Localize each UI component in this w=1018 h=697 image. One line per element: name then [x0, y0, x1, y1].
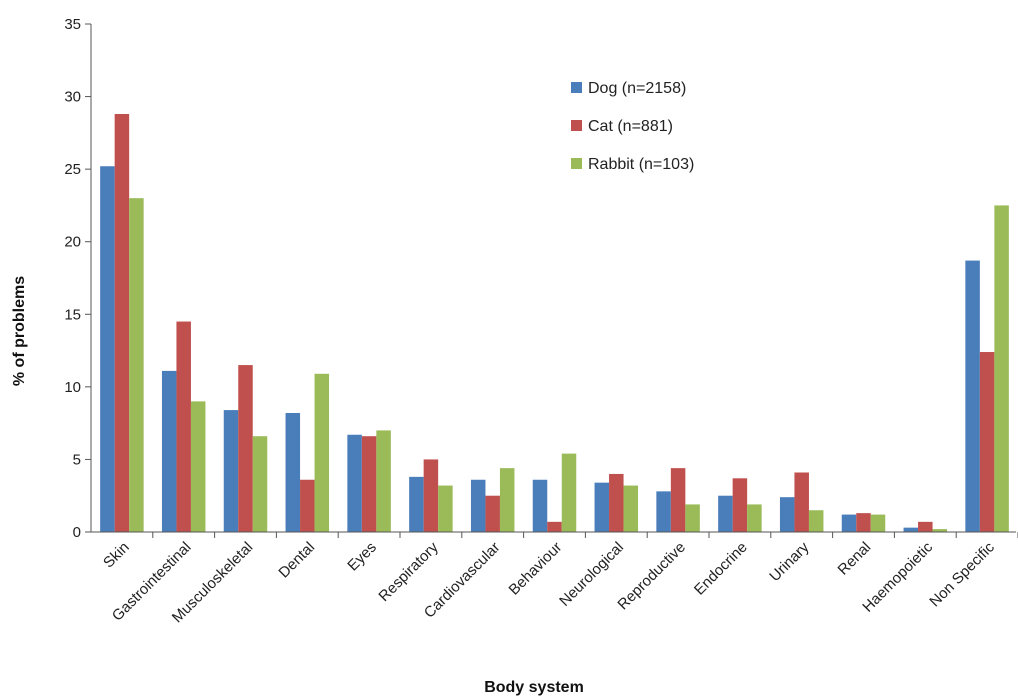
- legend-swatch: [571, 158, 582, 169]
- bar-cat-renal: [856, 513, 871, 532]
- bar-dog-reproductive: [656, 491, 671, 532]
- legend-swatch: [571, 120, 582, 131]
- bar-rabbit-non-specific: [994, 205, 1009, 532]
- bar-cat-cardiovascular: [485, 495, 500, 532]
- bar-cat-urinary: [794, 472, 809, 532]
- y-tick-label: 5: [73, 451, 81, 468]
- bar-dog-eyes: [347, 434, 362, 532]
- bar-dog-respiratory: [409, 476, 424, 532]
- bar-rabbit-respiratory: [438, 485, 453, 532]
- bar-cat-behaviour: [547, 521, 562, 532]
- bar-dog-behaviour: [532, 479, 548, 532]
- bar-cat-musculoskeletal: [238, 365, 253, 532]
- y-tick-label: 30: [64, 89, 81, 106]
- bar-cat-gastrointestinal: [176, 321, 191, 532]
- bar-cat-skin: [114, 113, 130, 533]
- bar-rabbit-endocrine: [747, 504, 762, 532]
- bars: [100, 113, 1018, 538]
- bar-dog-cardiovascular: [470, 479, 486, 532]
- y-tick-label: 10: [64, 379, 81, 396]
- y-tick-label: 35: [64, 16, 81, 33]
- bar-dog-haemopoietic: [903, 527, 919, 532]
- bar-dog-gastrointestinal: [161, 370, 177, 532]
- bar-dog-urinary: [779, 497, 795, 532]
- bar-rabbit-cardiovascular: [499, 468, 515, 532]
- bar-dog-neurological: [594, 482, 610, 532]
- y-tick-label: 15: [64, 306, 81, 323]
- bar-cat-dental: [300, 479, 315, 532]
- x-category-label: Non Specific: [926, 538, 998, 610]
- y-tick-label: 0: [73, 524, 81, 541]
- y-axis-title: % of problems: [11, 276, 28, 386]
- legend-label: Rabbit (n=103): [588, 156, 694, 173]
- bar-rabbit-musculoskeletal: [252, 436, 268, 532]
- bar-cat-non-specific: [979, 352, 995, 532]
- x-category-label: Dental: [275, 539, 318, 582]
- bar-rabbit-urinary: [808, 510, 824, 532]
- bar-cat-eyes: [361, 436, 377, 532]
- x-category-label: Behaviour: [506, 539, 566, 599]
- bar-cat-haemopoietic: [918, 521, 933, 532]
- y-axis-ticks: 0 5 10 15 20 25 30 35: [64, 16, 91, 541]
- x-category-label: Respiratory: [375, 538, 442, 605]
- bar-rabbit-behaviour: [561, 453, 577, 532]
- bar-rabbit-renal: [870, 514, 886, 532]
- x-category-label: Renal: [835, 539, 875, 579]
- x-axis-title: Body system: [484, 679, 584, 696]
- y-tick-label: 20: [64, 234, 81, 251]
- bar-rabbit-gastrointestinal: [190, 401, 206, 532]
- bar-cat-endocrine: [732, 478, 748, 532]
- bar-rabbit-reproductive: [685, 504, 700, 532]
- bar-dog-renal: [841, 514, 857, 532]
- bar-dog-musculoskeletal: [223, 410, 239, 532]
- bar-cat-neurological: [609, 473, 624, 532]
- legend-swatch: [571, 82, 582, 93]
- bar-rabbit-dental: [314, 373, 330, 532]
- legend-label: Cat (n=881): [588, 118, 673, 135]
- bar-rabbit-neurological: [623, 485, 639, 532]
- y-tick-label: 25: [64, 161, 81, 178]
- bar-dog-non-specific: [965, 260, 980, 532]
- x-category-label: Skin: [100, 539, 133, 572]
- legend: Dog (n=2158) Cat (n=881) Rabbit (n=103): [571, 80, 694, 173]
- bar-dog-dental: [285, 412, 301, 532]
- x-category-label: Urinary: [766, 538, 813, 585]
- bar-rabbit-haemopoietic: [932, 529, 948, 532]
- x-category-label: Endocrine: [691, 539, 751, 599]
- bar-cat-respiratory: [423, 459, 439, 532]
- bar-dog-skin: [100, 166, 115, 533]
- bar-dog-endocrine: [718, 495, 733, 532]
- bar-cat-reproductive: [670, 468, 686, 532]
- legend-label: Dog (n=2158): [588, 80, 686, 97]
- bar-rabbit-eyes: [376, 430, 391, 532]
- bar-rabbit-skin: [129, 198, 144, 533]
- x-category-label: Eyes: [344, 539, 380, 575]
